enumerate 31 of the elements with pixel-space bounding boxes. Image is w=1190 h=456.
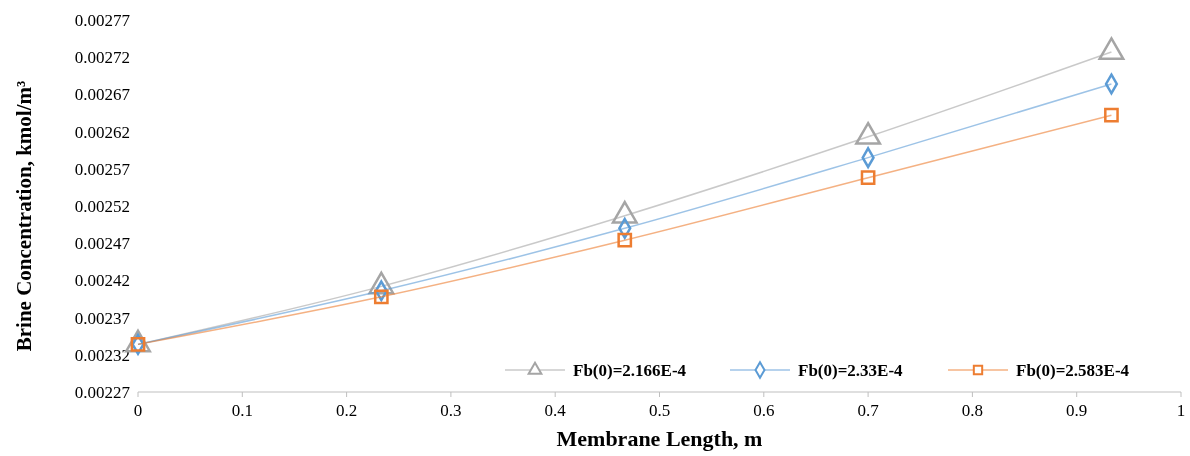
x-tick-label: 0.5 xyxy=(648,401,671,420)
y-tick-label: 0.00227 xyxy=(74,383,131,402)
y-tick-label: 0.00277 xyxy=(74,11,131,30)
y-tick-label: 0.00272 xyxy=(74,48,130,68)
x-tick-label: 0.3 xyxy=(440,401,462,420)
x-axis-title: Membrane Length, m xyxy=(556,426,763,451)
x-tick-label: 0.4 xyxy=(544,401,567,420)
x-tick-label: 0.1 xyxy=(231,401,253,420)
y-tick-label: 0.00247 xyxy=(74,234,131,254)
legend-label: Fb(0)=2.33E-4 xyxy=(798,361,904,380)
legend-label: Fb(0)=2.583E-4 xyxy=(1016,361,1130,380)
x-tick-label: 0.7 xyxy=(857,401,880,420)
point xyxy=(617,232,633,248)
y-tick-label: 0.00242 xyxy=(74,271,130,291)
y-tick-label: 0.00252 xyxy=(74,197,130,216)
x-tick-label: 0.2 xyxy=(335,401,358,420)
y-tick-label: 0.00232 xyxy=(74,345,130,365)
x-tick-label: 1 xyxy=(1176,401,1186,420)
y-tick-label: 0.00257 xyxy=(74,159,131,179)
legend-label: Fb(0)=2.166E-4 xyxy=(573,361,687,380)
point xyxy=(860,170,876,186)
y-tick-label: 0.00262 xyxy=(74,122,130,142)
x-tick-label: 0.6 xyxy=(753,401,775,420)
point xyxy=(1104,107,1119,123)
x-tick-label: 0.8 xyxy=(961,401,984,420)
y-tick-label: 0.00267 xyxy=(74,85,131,105)
y-tick-label: 0.00237 xyxy=(74,308,131,328)
point xyxy=(373,289,389,305)
x-tick-label: 0 xyxy=(133,401,143,420)
y-axis-title: Brine Concentration, kmol/m³ xyxy=(12,80,36,352)
x-tick-label: 0.9 xyxy=(1066,401,1088,420)
